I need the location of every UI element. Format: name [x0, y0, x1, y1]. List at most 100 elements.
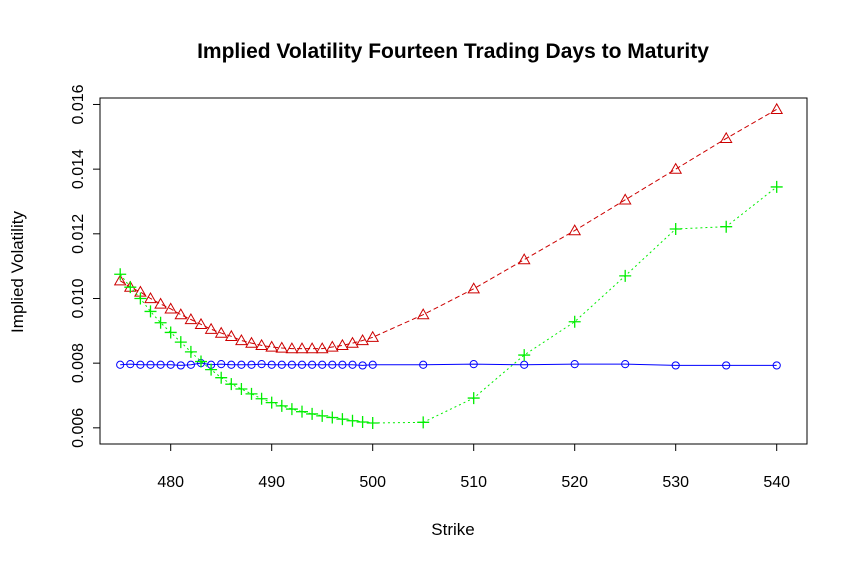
data-point-blue: [237, 360, 246, 369]
data-point-blue: [257, 360, 266, 369]
data-point-blue: [217, 360, 226, 369]
data-point-green: [225, 378, 238, 391]
data-point-red: [770, 102, 784, 114]
y-tick-label: 0.014: [70, 149, 87, 189]
data-point-green: [518, 349, 531, 362]
data-point-green: [164, 326, 177, 339]
data-point-blue: [166, 360, 175, 369]
data-point-red: [315, 342, 329, 354]
data-point-red: [265, 340, 279, 352]
data-point-blue: [469, 360, 478, 369]
data-point-red: [568, 224, 582, 236]
data-point-red: [204, 322, 218, 334]
y-tick-label: 0.016: [70, 84, 87, 124]
data-point-blue: [520, 360, 529, 369]
data-point-green: [356, 416, 369, 429]
data-point-red: [285, 342, 299, 354]
data-point-green: [235, 383, 248, 396]
y-tick-label: 0.008: [70, 343, 87, 383]
x-tick-label: 520: [561, 474, 588, 491]
data-point-green: [720, 220, 733, 233]
data-point-green: [205, 363, 218, 376]
data-point-red: [416, 308, 430, 320]
data-point-blue: [186, 360, 195, 369]
data-point-red: [144, 291, 157, 304]
x-tick-label: 510: [460, 474, 487, 491]
data-point-green: [134, 292, 147, 305]
data-point-green: [770, 180, 783, 193]
data-point-blue: [297, 360, 307, 369]
data-point-blue: [671, 361, 680, 370]
data-point-red: [336, 338, 349, 350]
data-point-red: [356, 334, 369, 346]
series-line-red: [119, 108, 777, 350]
data-point-blue: [570, 360, 579, 369]
data-point-red: [618, 193, 632, 205]
data-point-green: [326, 411, 339, 424]
series-blue: [116, 359, 781, 370]
plot-frame: [99, 97, 808, 445]
data-point-blue: [126, 360, 135, 369]
series-layer: [113, 102, 784, 429]
x-tick-label: 530: [662, 474, 689, 491]
data-point-blue: [419, 360, 428, 369]
data-point-green: [346, 414, 359, 427]
data-point-red: [517, 253, 531, 265]
data-point-blue: [722, 361, 731, 370]
series-green: [114, 180, 783, 429]
data-point-blue: [116, 360, 125, 369]
data-point-blue: [328, 360, 337, 369]
data-point-green: [215, 371, 228, 384]
data-point-red: [184, 312, 198, 325]
data-point-blue: [227, 360, 236, 369]
data-point-blue: [318, 360, 327, 369]
data-point-green: [114, 268, 127, 281]
data-point-blue: [156, 360, 165, 369]
data-point-blue: [358, 361, 367, 370]
data-point-red: [325, 340, 339, 352]
data-point-green: [124, 281, 137, 294]
data-point-red: [214, 326, 228, 338]
data-point-green: [154, 316, 167, 329]
y-tick-label: 0.012: [70, 214, 87, 254]
data-point-blue: [247, 360, 256, 369]
data-point-blue: [348, 360, 357, 369]
data-point-green: [619, 269, 632, 282]
chart-title: Implied Volatility Fourteen Trading Days…: [197, 40, 709, 63]
data-point-red: [346, 336, 359, 348]
data-point-green: [265, 396, 278, 409]
data-point-green: [195, 355, 207, 368]
data-point-blue: [277, 360, 286, 369]
data-point-green: [184, 345, 197, 358]
data-point-red: [255, 338, 268, 350]
data-point-red: [113, 274, 127, 286]
data-point-green: [296, 405, 308, 418]
data-point-red: [366, 330, 380, 342]
data-point-red: [164, 302, 178, 314]
x-tick-label: 500: [359, 474, 386, 491]
x-tick-label: 480: [157, 474, 184, 491]
data-point-blue: [621, 360, 630, 369]
data-point-blue: [176, 361, 185, 370]
data-point-green: [306, 407, 319, 420]
data-point-red: [305, 342, 319, 354]
data-point-green: [366, 416, 379, 429]
data-point-green: [417, 416, 430, 429]
series-line-green: [119, 186, 778, 424]
y-tick-label: 0.010: [70, 278, 87, 318]
data-point-green: [275, 399, 288, 412]
x-tick-label: 540: [763, 474, 790, 491]
data-point-blue: [146, 360, 155, 369]
data-point-blue: [772, 361, 781, 370]
data-point-blue: [338, 360, 347, 369]
data-point-red: [467, 282, 481, 294]
data-point-red: [174, 308, 188, 320]
data-point-blue: [287, 360, 296, 369]
data-point-red: [154, 297, 167, 309]
data-point-red: [719, 131, 733, 144]
y-axis: 0.006 0.008 0.010 0.012 0.014 0.016: [70, 84, 101, 448]
data-point-blue: [267, 360, 276, 369]
data-point-red: [275, 341, 289, 353]
data-point-blue: [308, 360, 317, 369]
data-point-red: [295, 342, 309, 354]
